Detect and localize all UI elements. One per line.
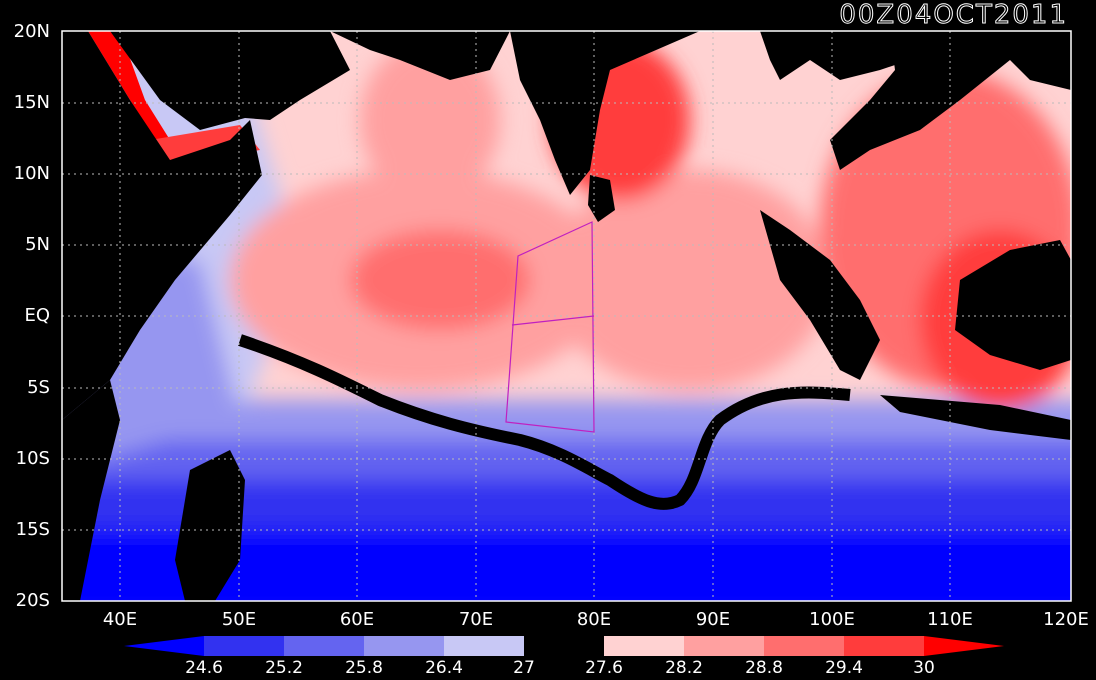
colorbar-label: 28.2 (665, 658, 703, 678)
lon-tick-label: 120E (1043, 609, 1089, 630)
lat-tick-label: EQ (24, 305, 50, 326)
colorbar-arrow-high (924, 636, 1004, 656)
lon-tick-label: 80E (576, 609, 612, 630)
lon-tick-label: 110E (927, 609, 973, 630)
colorbar-label: 30 (913, 658, 935, 678)
sst-field (62, 31, 1071, 601)
colorbar-segment (444, 636, 524, 656)
land-masses (62, 31, 1071, 601)
colorbar (124, 636, 1004, 656)
lat-tick-label: 15N (13, 92, 50, 113)
lon-tick-label: 100E (809, 609, 855, 630)
lon-tick-label: 70E (458, 609, 494, 630)
colorbar-label: 27.6 (585, 658, 623, 678)
lat-tick-label: 10S (15, 448, 50, 469)
lat-tick-label: 20S (15, 590, 50, 611)
lon-tick-label: 60E (339, 609, 375, 630)
colorbar-arrow-low (124, 636, 204, 656)
colorbar-segment (604, 636, 684, 656)
gridlines (62, 31, 1071, 601)
colorbar-label: 25.8 (345, 658, 383, 678)
lat-tick-label: 20N (13, 21, 50, 42)
lon-tick-label: 90E (695, 609, 731, 630)
lat-tick-label: 15S (15, 519, 50, 540)
colorbar-label: 28.8 (745, 658, 783, 678)
colorbar-label: 27 (513, 658, 535, 678)
colorbar-label: 25.2 (265, 658, 303, 678)
colorbar-label: 29.4 (825, 658, 863, 678)
colorbar-segment (284, 636, 364, 656)
lon-tick-label: 40E (102, 609, 138, 630)
colorbar-segment (364, 636, 444, 656)
colorbar-segment (204, 636, 284, 656)
map-frame (61, 30, 1072, 602)
lon-tick-label: 50E (221, 609, 257, 630)
lat-tick-label: 5S (27, 377, 50, 398)
map-title: 00Z04OCT2011 (839, 0, 1068, 31)
colorbar-label: 26.4 (425, 658, 463, 678)
colorbar-segment (524, 636, 604, 656)
colorbar-segment (684, 636, 764, 656)
colorbar-segment (844, 636, 924, 656)
colorbar-segment (764, 636, 844, 656)
lat-tick-label: 5N (25, 234, 50, 255)
colorbar-label: 24.6 (185, 658, 223, 678)
study-region-box (505, 221, 595, 433)
lat-tick-label: 10N (13, 163, 50, 184)
